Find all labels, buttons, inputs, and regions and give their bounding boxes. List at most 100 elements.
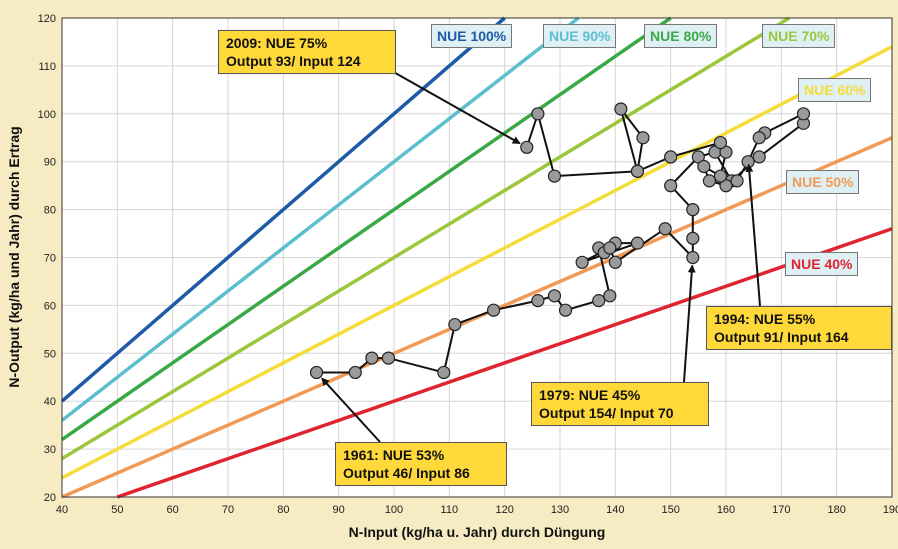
data-point [381,351,396,365]
efficiency-line [61,16,791,461]
annotation-line: 2009: NUE 75% [226,35,328,51]
annotation-line: Output 93/ Input 124 [226,53,361,69]
data-point [520,140,534,154]
data-point [603,289,617,303]
annotation-1979: 1979: NUE 45% Output 154/ Input 70 [531,382,709,426]
data-point [630,164,645,178]
data-point [686,203,700,217]
data-point [702,174,717,188]
annotation-line: 1979: NUE 45% [539,387,641,403]
x-tick-label: 190 [883,504,898,516]
data-series [309,102,811,380]
efficiency-line [60,16,506,403]
data-point [713,169,728,183]
efficiency-line [60,16,580,422]
nue-label: NUE 80% [644,24,718,48]
y-tick-label: 40 [44,396,56,408]
y-tick-label: 70 [44,253,56,265]
data-point [686,250,700,265]
data-point [531,294,545,308]
annotation-arrow [683,264,696,383]
data-point [614,102,628,116]
annotation-arrow [321,377,381,443]
data-point [608,255,622,269]
annotation-1994: 1994: NUE 55% Output 91/ Input 164 [706,306,892,350]
x-tick-label: 140 [606,504,624,516]
x-tick-label: 80 [277,504,289,516]
annotation-2009: 2009: NUE 75% Output 93/ Input 124 [218,30,396,74]
nue-label: NUE 40% [785,252,859,276]
y-tick-label: 80 [44,205,56,217]
x-tick-label: 150 [661,504,679,516]
data-point [686,231,700,245]
annotation-leaders [321,69,761,443]
x-tick-label: 70 [222,504,234,516]
y-axis-title: N-Output (kg/ha und Jahr) durch Ertrag [6,126,22,387]
annotation-line: Output 154/ Input 70 [539,405,674,421]
nue-label: NUE 70% [762,24,836,48]
data-point [664,150,678,164]
data-point [752,150,766,164]
data-point [487,303,501,317]
data-point [365,351,379,365]
data-point [603,241,617,255]
efficiency-lines [60,16,893,499]
nue-label: NUE 50% [786,170,860,194]
data-point [547,169,562,183]
y-tick-label: 100 [38,109,56,121]
data-point [437,365,451,380]
y-tick-label: 120 [38,13,56,25]
data-point [697,159,711,174]
data-point [636,131,650,145]
data-point [752,131,766,145]
x-axis-title: N-Input (kg/ha u. Jahr) durch Düngung [349,524,606,540]
nue-label: NUE 60% [798,78,872,102]
x-tick-label: 60 [167,504,179,516]
efficiency-line [61,16,672,441]
annotation-1961: 1961: NUE 53% Output 46/ Input 86 [335,442,507,486]
data-point [575,255,589,269]
x-tick-label: 170 [772,504,790,516]
data-point [630,236,645,250]
data-point [664,179,678,193]
x-tick-label: 130 [551,504,569,516]
y-tick-label: 50 [44,348,56,360]
x-tick-label: 110 [441,504,459,516]
data-point [592,294,606,308]
data-point [547,289,562,303]
annotation-line: Output 91/ Input 164 [714,329,849,345]
x-tick-label: 40 [56,504,68,516]
annotation-line: 1961: NUE 53% [343,447,445,463]
data-point [796,107,811,121]
annotation-arrow [745,163,761,307]
y-tick-label: 30 [44,444,56,456]
tick-labels: 40 50 60 70 80 90 100 110 120 130 140 150 160 170 180 1… [38,13,898,516]
annotation-line: 1994: NUE 55% [714,311,816,327]
annotation-line: Output 46/ Input 86 [343,465,470,481]
data-point [730,174,744,188]
nue-label: NUE 90% [543,24,617,48]
x-tick-label: 90 [333,504,345,516]
x-tick-label: 100 [385,504,403,516]
efficiency-line [61,45,893,480]
data-point [713,135,728,150]
nue-label: NUE 100% [431,24,513,48]
annotation-arrow [389,69,521,145]
efficiency-line [116,227,893,499]
plot-border [61,17,893,498]
x-tick-label: 160 [717,504,735,516]
data-point [658,222,672,236]
data-point [309,365,324,380]
y-tick-label: 20 [44,492,56,504]
y-tick-label: 90 [44,157,56,169]
data-point [348,365,362,380]
x-tick-label: 120 [495,504,513,516]
data-point [531,107,545,121]
x-tick-label: 50 [111,504,123,516]
y-tick-label: 60 [44,300,56,312]
y-tick-label: 110 [38,61,56,73]
data-point [558,303,573,317]
x-tick-label: 180 [827,504,845,516]
data-point [448,317,462,332]
